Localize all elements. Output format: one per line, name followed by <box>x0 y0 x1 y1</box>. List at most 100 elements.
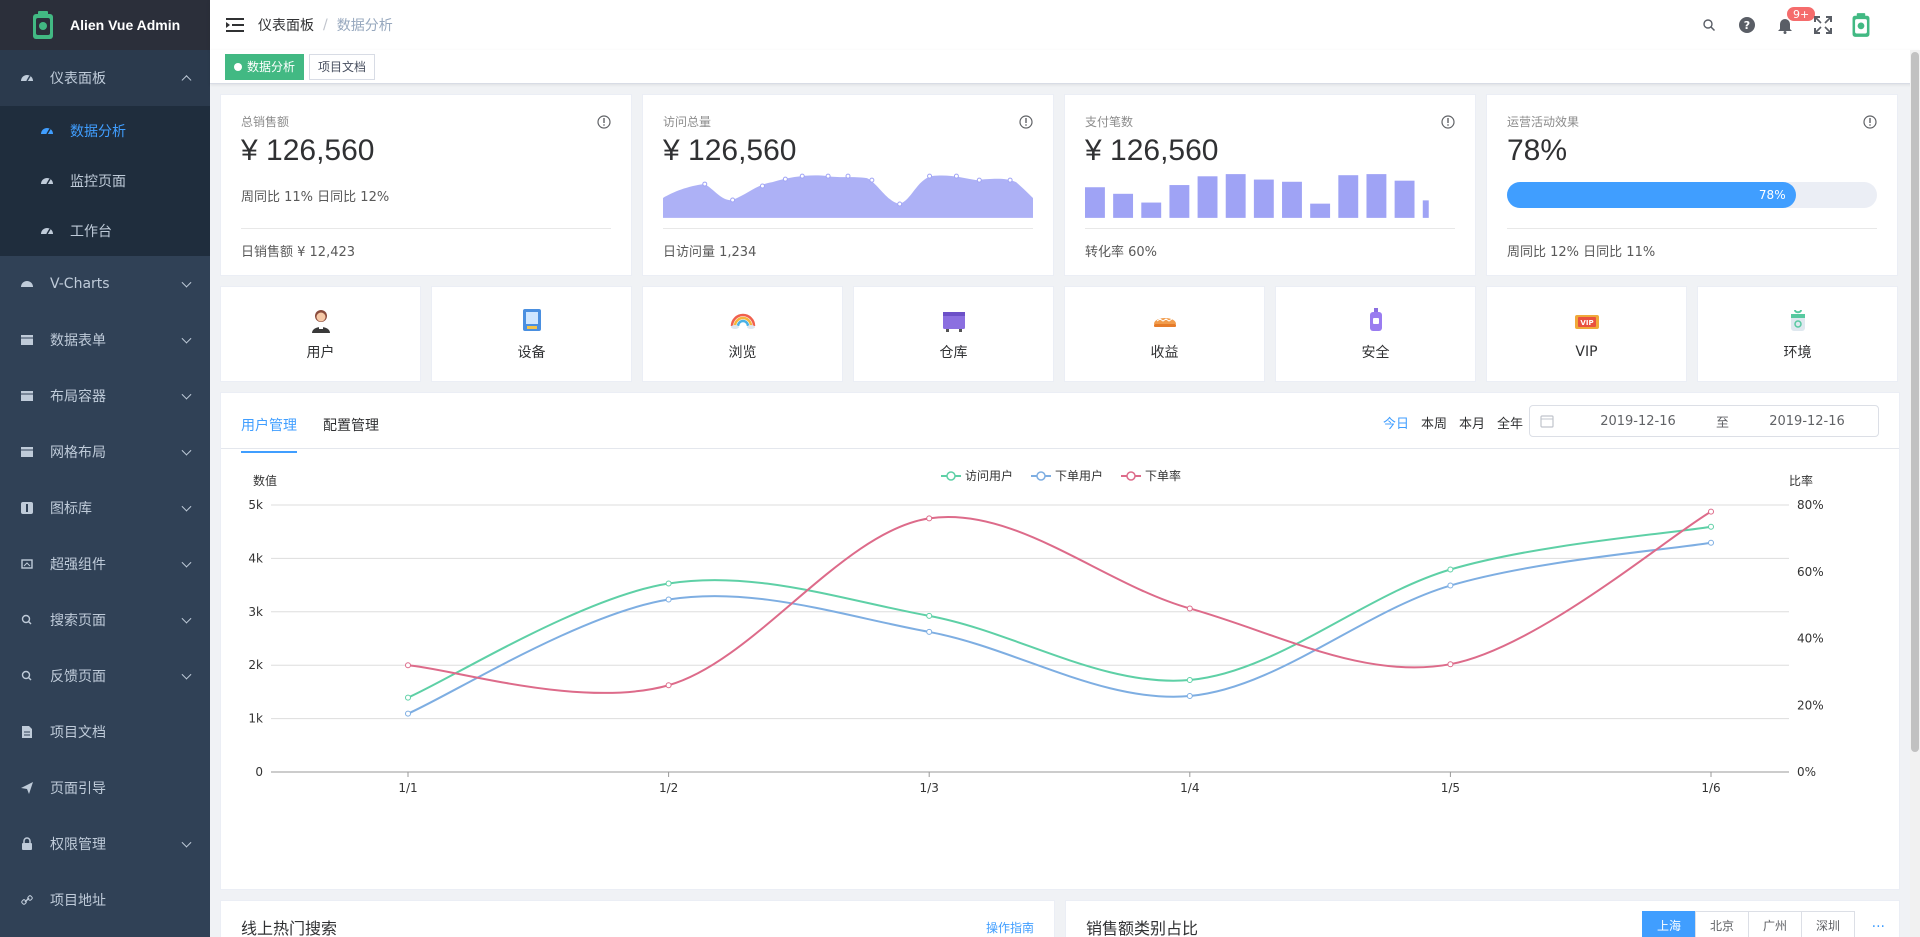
data-point[interactable] <box>1186 605 1193 612</box>
sidebar: Alien Vue Admin 仪表面板 数据分析 监控页面 <box>0 0 210 937</box>
header-fullscreen-button[interactable] <box>1804 0 1842 50</box>
city-guangzhou[interactable]: 广州 <box>1747 911 1802 937</box>
city-shenzhen[interactable]: 深圳 <box>1800 911 1855 937</box>
stat-footer: 日访问量 1,234 <box>663 228 1033 260</box>
hamburger-icon[interactable] <box>226 17 244 33</box>
sidebar-item-feedback[interactable]: 反馈页面 <box>0 648 210 704</box>
data-point[interactable] <box>1708 539 1714 546</box>
quick-link-environment[interactable]: 环境 <box>1697 286 1898 382</box>
sidebar-subitem-monitor[interactable]: 监控页面 <box>0 156 210 206</box>
notification-badge: 9+ <box>1786 6 1817 22</box>
info-circle-icon[interactable] <box>1019 115 1033 129</box>
header-avatar[interactable] <box>1842 0 1880 50</box>
info-circle-icon[interactable] <box>597 115 611 129</box>
dashboard-icon <box>40 174 54 188</box>
legend-label: 访问用户 <box>965 468 1013 483</box>
stat-footer: 周同比 12% 日同比 11% <box>1507 228 1877 260</box>
quick-link-warehouse[interactable]: 仓库 <box>853 286 1054 382</box>
quick-link-label: 浏览 <box>728 345 757 361</box>
header-search-button[interactable] <box>1690 0 1728 50</box>
quick-link-browse[interactable]: 浏览 <box>642 286 843 382</box>
more-button[interactable]: ... <box>1871 915 1885 931</box>
legend-item[interactable]: 下单率 <box>1121 468 1181 483</box>
tag-analysis[interactable]: 数据分析 <box>225 53 305 80</box>
date-start[interactable]: 2019-12-16 <box>1600 413 1676 429</box>
legend-item[interactable]: 下单用户 <box>1031 468 1103 483</box>
legend-item[interactable]: 访问用户 <box>941 468 1013 483</box>
line-chart: 0 1k 2k 3k 4k 5k 0% 20% 40% 60% 80% 数值 比率 1/1 1/2 1/3 1/… <box>248 468 1823 795</box>
sidebar-item-forms[interactable]: 数据表单 <box>0 312 210 368</box>
quick-link-user[interactable]: 用户 <box>220 286 421 382</box>
quick-link-income[interactable]: 收益 <box>1064 286 1265 382</box>
data-point[interactable] <box>665 596 672 603</box>
data-point[interactable] <box>926 628 933 635</box>
data-point[interactable] <box>1447 661 1454 668</box>
data-point[interactable] <box>1708 508 1714 515</box>
header-help-button[interactable]: ? <box>1728 0 1766 50</box>
sidebar-item-label: V-Charts <box>50 276 110 292</box>
data-point[interactable] <box>405 662 411 669</box>
range-today[interactable]: 今日 <box>1382 417 1409 432</box>
sidebar-item-permission[interactable]: 权限管理 <box>0 816 210 872</box>
sidebar-item-search[interactable]: 搜索页面 <box>0 592 210 648</box>
sidebar-subitem-label: 监控页面 <box>70 174 126 190</box>
sidebar-subitem-analysis[interactable]: 数据分析 <box>0 106 210 156</box>
quick-links: 用户 设备 浏览 仓库 收益 安全 VIP <box>220 286 1900 382</box>
tab-user-management[interactable]: 用户管理 <box>241 415 297 453</box>
stat-footer: 日销售额 ¥ 12,423 <box>241 228 611 260</box>
quick-link-security[interactable]: 安全 <box>1275 286 1476 382</box>
y-tick-left: 2k <box>248 658 263 672</box>
quick-link-vip[interactable]: VIP VIP <box>1486 286 1687 382</box>
chevron-down-icon <box>181 837 192 848</box>
data-point[interactable] <box>405 710 411 717</box>
guide-link[interactable]: 操作指南 <box>985 921 1034 935</box>
data-point[interactable] <box>1186 693 1193 700</box>
sidebar-item-icons[interactable]: 图标库 <box>0 480 210 536</box>
sidebar-subitem-workplace[interactable]: 工作台 <box>0 206 210 256</box>
city-shanghai[interactable]: 上海 <box>1641 911 1696 937</box>
range-month[interactable]: 本月 <box>1458 417 1485 432</box>
mini-bar <box>1282 181 1302 218</box>
tag-docs[interactable]: 项目文档 <box>309 53 376 80</box>
sidebar-item-guide[interactable]: 页面引导 <box>0 760 210 816</box>
header-notification-button[interactable]: 9+ <box>1766 0 1817 50</box>
sidebar-item-layout[interactable]: 布局容器 <box>0 368 210 424</box>
stat-card-campaign: 运营活动效果 78% 78% 周同比 12% 日同比 11% <box>1486 94 1898 276</box>
tags-view: 数据分析 项目文档 <box>210 50 1920 84</box>
data-point[interactable] <box>1447 582 1454 589</box>
rainbow-icon <box>730 313 755 329</box>
date-end[interactable]: 2019-12-16 <box>1769 413 1845 429</box>
city-beijing[interactable]: 北京 <box>1694 911 1749 937</box>
data-point[interactable] <box>1186 676 1193 683</box>
series-line <box>407 525 1712 699</box>
data-point[interactable] <box>1447 566 1454 573</box>
data-point[interactable] <box>926 515 933 522</box>
quick-link-device[interactable]: 设备 <box>431 286 632 382</box>
logo[interactable]: Alien Vue Admin <box>0 0 210 50</box>
range-week[interactable]: 本周 <box>1420 417 1447 432</box>
data-point[interactable] <box>665 580 672 587</box>
sidebar-item-grid[interactable]: 网格布局 <box>0 424 210 480</box>
scrollbar-thumb[interactable] <box>1911 52 1919 752</box>
svg-text:?: ? <box>1744 19 1750 32</box>
page-scrollbar[interactable] <box>1910 50 1920 937</box>
data-point[interactable] <box>665 682 672 689</box>
sidebar-item-docs[interactable]: 项目文档 <box>0 704 210 760</box>
mini-bar <box>1422 200 1429 218</box>
date-range-picker[interactable]: 2019-12-16 至 2019-12-16 <box>1529 405 1879 437</box>
quick-link-label: 安全 <box>1361 345 1390 361</box>
info-circle-icon[interactable] <box>1441 115 1455 129</box>
range-year[interactable]: 全年 <box>1496 417 1523 432</box>
sidebar-item-vcharts[interactable]: V-Charts <box>0 256 210 312</box>
y-tick-left: 3k <box>248 605 263 619</box>
data-point[interactable] <box>926 612 933 619</box>
info-circle-icon[interactable] <box>1863 115 1877 129</box>
sidebar-item-dashboard[interactable]: 仪表面板 <box>0 50 210 106</box>
sidebar-item-repo[interactable]: 项目地址 <box>0 872 210 928</box>
svg-text:VIP: VIP <box>1580 319 1593 327</box>
tab-config-management[interactable]: 配置管理 <box>323 418 379 434</box>
data-point[interactable] <box>405 694 411 701</box>
data-point[interactable] <box>1708 523 1714 530</box>
breadcrumb-item[interactable]: 仪表面板 <box>258 18 314 34</box>
sidebar-item-components[interactable]: 超强组件 <box>0 536 210 592</box>
